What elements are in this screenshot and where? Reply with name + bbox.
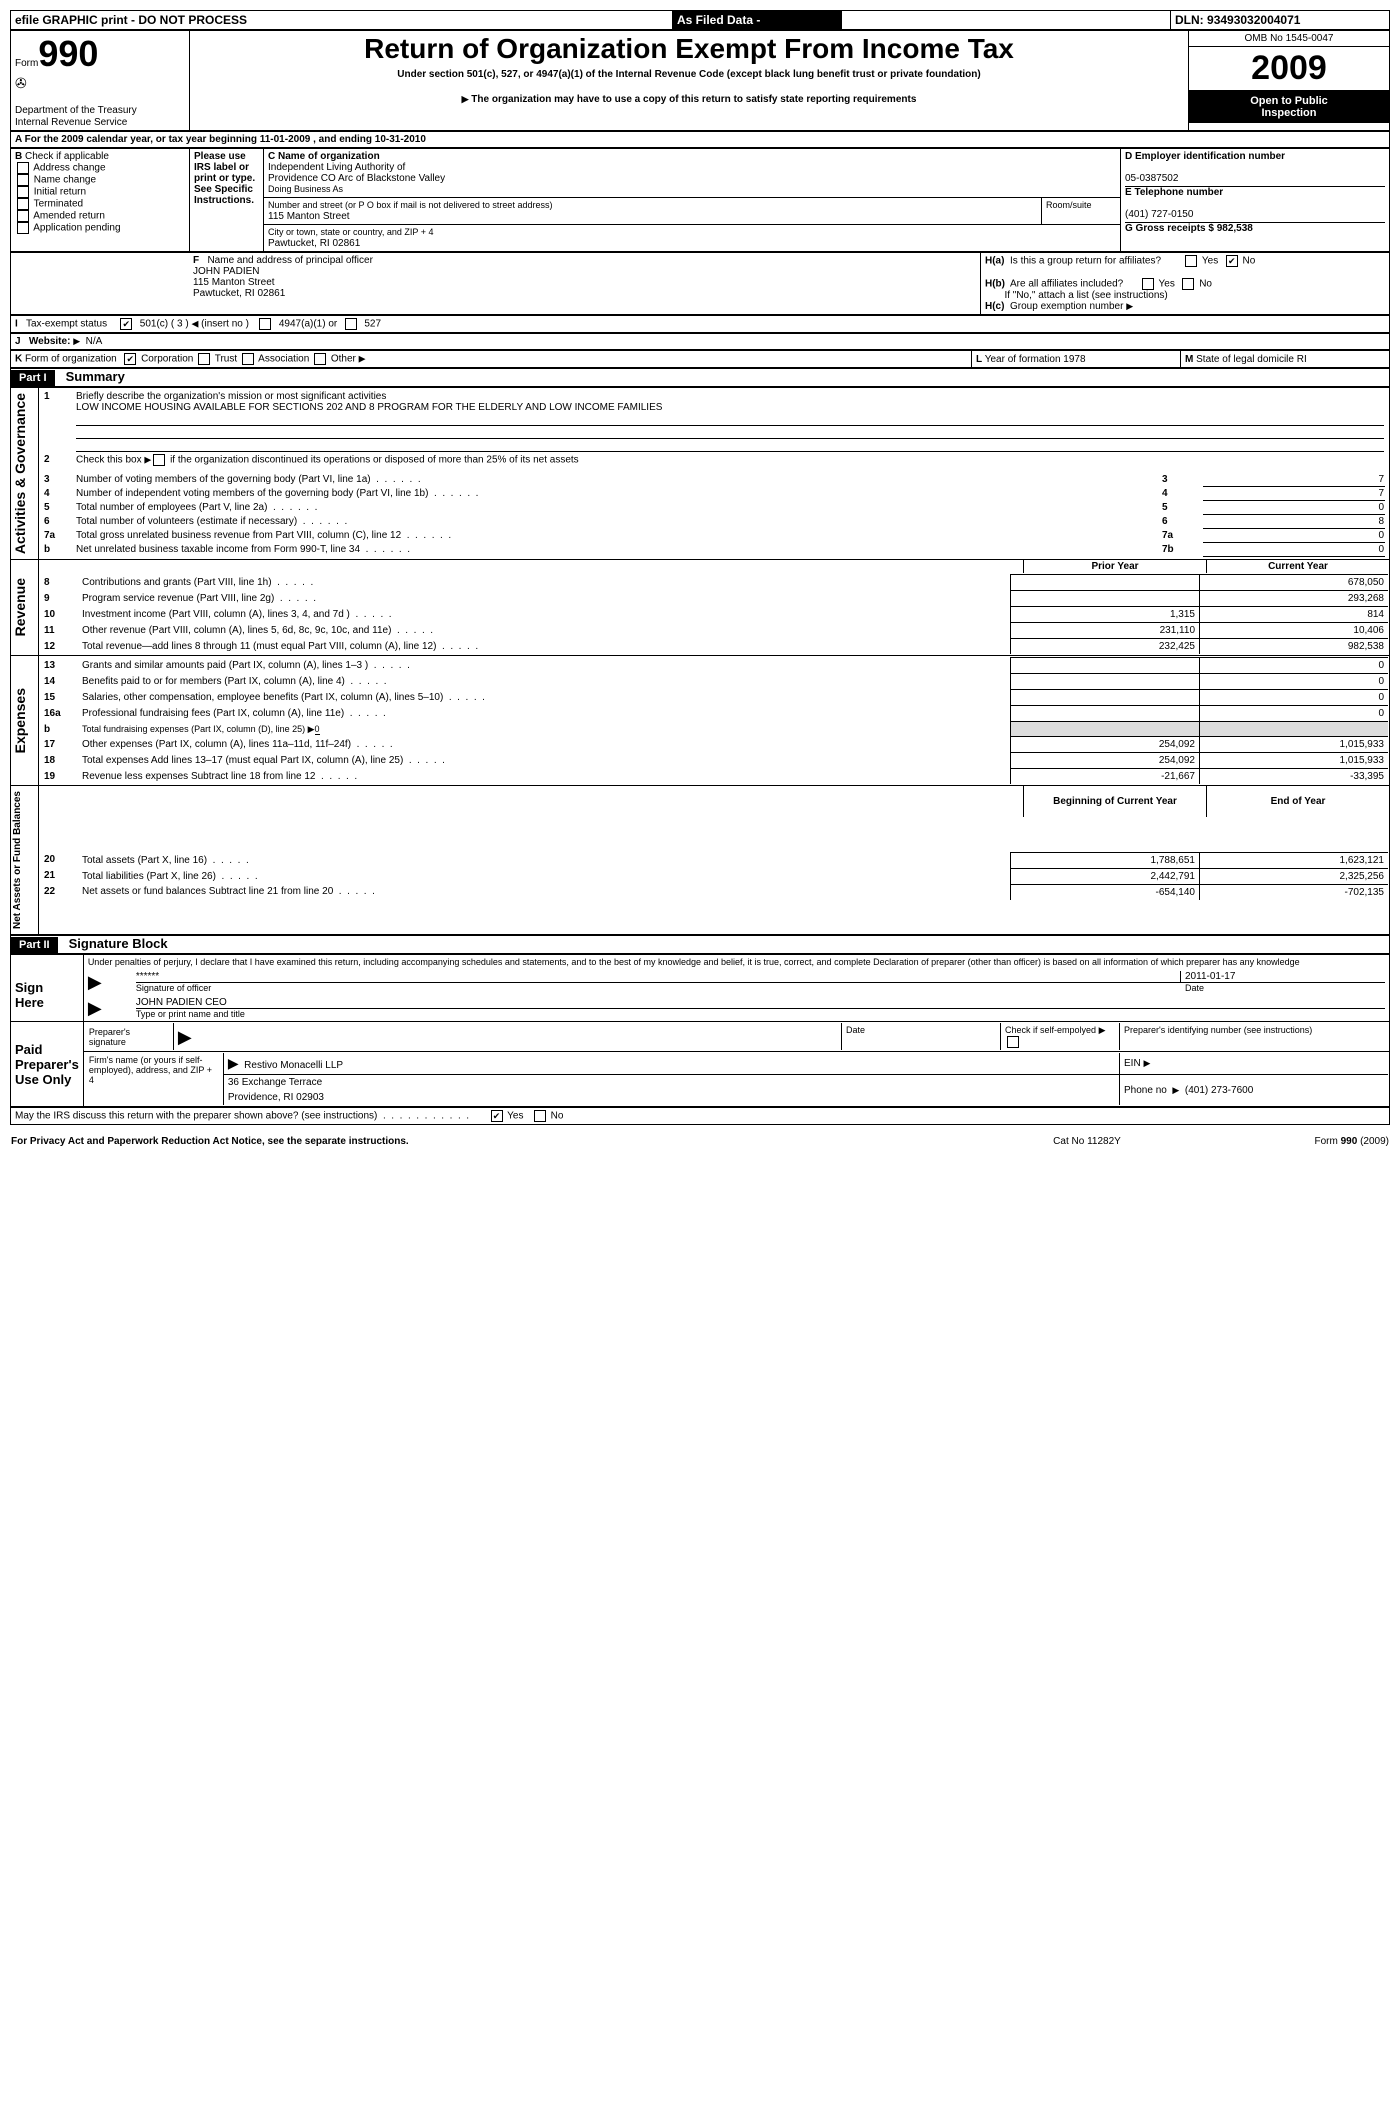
amended-checkbox[interactable] xyxy=(17,210,29,222)
section-b: B Check if applicable Address change Nam… xyxy=(11,149,190,252)
may-irs: May the IRS discuss this return with the… xyxy=(10,1107,1390,1125)
irs-yes-checkbox[interactable]: ✔ xyxy=(491,1110,503,1122)
q2-checkbox[interactable] xyxy=(153,454,165,466)
section-d: D Employer identification number 05-0387… xyxy=(1121,149,1390,252)
header-block: Form990 ✇ Department of the Treasury Int… xyxy=(10,30,1390,131)
501c-checkbox[interactable]: ✔ xyxy=(120,318,132,330)
section-c: C Name of organization Independent Livin… xyxy=(264,149,1121,252)
hb-no-checkbox[interactable] xyxy=(1182,278,1194,290)
trust-checkbox[interactable] xyxy=(198,353,210,365)
side-rev: Revenue xyxy=(11,560,39,656)
irs-no-checkbox[interactable] xyxy=(534,1110,546,1122)
app-pending-checkbox[interactable] xyxy=(17,222,29,234)
year-cell: OMB No 1545-0047 2009 Open to Public Ins… xyxy=(1189,31,1390,131)
fh-block: F Name and address of principal officer … xyxy=(10,252,1390,315)
initial-checkbox[interactable] xyxy=(17,186,29,198)
ha-no-checkbox[interactable]: ✔ xyxy=(1226,255,1238,267)
hb-yes-checkbox[interactable] xyxy=(1142,278,1154,290)
blank xyxy=(842,11,1171,30)
section-j: J Website: ▶ N/A xyxy=(10,333,1390,350)
other-checkbox[interactable] xyxy=(314,353,326,365)
terminated-checkbox[interactable] xyxy=(17,198,29,210)
as-filed-text: As Filed Data - xyxy=(673,11,842,30)
part1-header: Part I Summary xyxy=(10,368,1390,387)
side-net: Net Assets or Fund Balances xyxy=(11,786,39,935)
self-emp-checkbox[interactable] xyxy=(1007,1036,1019,1048)
efile-text: efile GRAPHIC print - DO NOT PROCESS xyxy=(11,11,673,30)
top-bar: efile GRAPHIC print - DO NOT PROCESS As … xyxy=(10,10,1390,30)
4947-checkbox[interactable] xyxy=(259,318,271,330)
please-use: Please use IRS label or print or type. S… xyxy=(190,149,264,252)
form-cell: Form990 ✇ Department of the Treasury Int… xyxy=(11,31,190,131)
title-cell: Return of Organization Exempt From Incom… xyxy=(190,31,1189,131)
side-ag: Activities & Governance xyxy=(11,388,39,560)
527-checkbox[interactable] xyxy=(345,318,357,330)
dln-cell: DLN: 93493032004071 xyxy=(1171,11,1390,30)
section-h: H(a) Is this a group return for affiliat… xyxy=(981,253,1390,315)
bcd-block: B Check if applicable Address change Nam… xyxy=(10,148,1390,252)
section-a: A For the 2009 calendar year, or tax yea… xyxy=(10,131,1390,148)
name-change-checkbox[interactable] xyxy=(17,174,29,186)
section-k: K Form of organization ✔ Corporation Tru… xyxy=(10,350,1390,368)
part2-header: Part II Signature Block xyxy=(10,935,1390,954)
addr-change-checkbox[interactable] xyxy=(17,162,29,174)
corp-checkbox[interactable]: ✔ xyxy=(124,353,136,365)
part1-body: Activities & Governance 1 Briefly descri… xyxy=(10,387,1390,935)
ha-yes-checkbox[interactable] xyxy=(1185,255,1197,267)
footer: For Privacy Act and Paperwork Reduction … xyxy=(10,1135,1390,1148)
side-exp: Expenses xyxy=(11,656,39,786)
section-f: F Name and address of principal officer … xyxy=(189,253,981,315)
section-i: I Tax-exempt status ✔ 501(c) ( 3 ) ◀ (in… xyxy=(10,315,1390,333)
assoc-checkbox[interactable] xyxy=(242,353,254,365)
part2-body: Under penalties of perjury, I declare th… xyxy=(10,954,1390,1107)
